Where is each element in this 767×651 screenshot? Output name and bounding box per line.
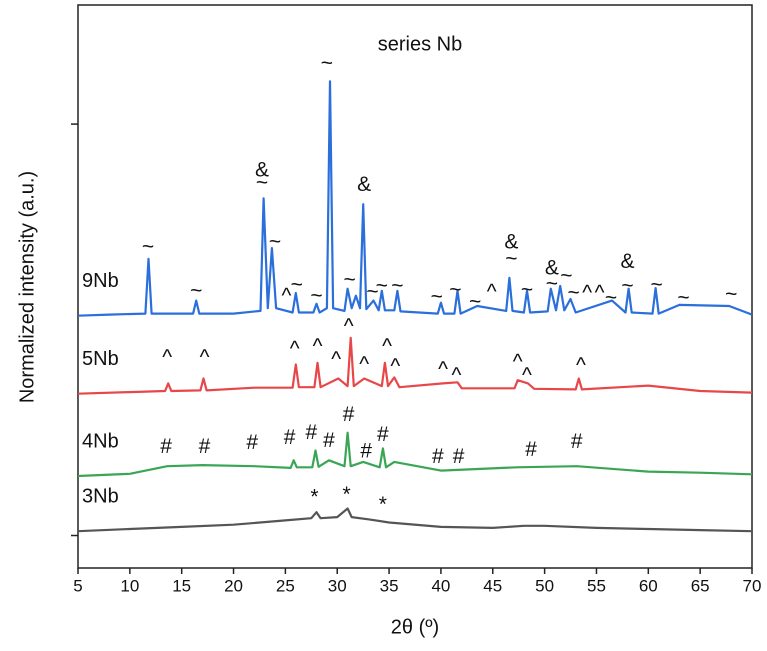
peak-annotation: ^: [344, 315, 354, 338]
series-line: [77, 80, 753, 317]
peak-annotation: ~: [677, 286, 689, 309]
peak-annotation: ^: [359, 353, 369, 376]
peak-annotation: ^: [313, 335, 323, 358]
peak-annotation: #: [432, 445, 444, 468]
chart-title: series Nb: [378, 33, 462, 55]
series-label: 4Nb: [82, 430, 119, 452]
peak-annotation: ~: [142, 236, 154, 259]
peak-annotation: #: [571, 430, 583, 453]
peak-annotation: #: [377, 423, 389, 446]
peak-annotation: ^: [162, 346, 172, 369]
plot-frame: [77, 4, 753, 569]
x-tick-label: 45: [483, 576, 502, 595]
peak-annotation: &: [504, 231, 518, 254]
peak-annotation: #: [246, 431, 258, 454]
peak-annotation: ~: [560, 264, 572, 287]
peak-annotation: ~: [256, 172, 268, 195]
x-tick-label: 65: [691, 576, 710, 595]
peak-annotation: #: [284, 426, 296, 449]
x-tick-label: 35: [380, 576, 399, 595]
peak-annotation: ^: [200, 346, 210, 369]
x-tick-label: 70: [743, 576, 762, 595]
peak-annotation: ^: [290, 337, 300, 360]
x-tick-label: 20: [224, 576, 243, 595]
peak-annotation: ~: [269, 231, 281, 254]
peak-annotation: ~: [605, 286, 617, 309]
peak-annotation: ~: [621, 275, 633, 298]
peak-annotation: &: [357, 173, 371, 196]
x-tick-label: 60: [639, 576, 658, 595]
series-line: [77, 507, 753, 533]
series-label: 3Nb: [82, 485, 119, 507]
peak-annotation: ^: [595, 282, 605, 305]
peak-annotation: #: [453, 445, 465, 468]
peak-annotation: &: [255, 159, 269, 182]
peak-annotation: ^: [582, 282, 592, 305]
x-tick-label: 5: [73, 576, 82, 595]
series-label: 5Nb: [82, 348, 119, 370]
x-tick-label: 10: [120, 576, 139, 595]
peak-annotation: #: [305, 421, 317, 444]
series-line: [77, 431, 753, 478]
peak-annotation: #: [323, 429, 335, 452]
peak-annotation: #: [343, 403, 355, 426]
x-tick-label: 40: [431, 576, 450, 595]
peak-annotation: #: [360, 440, 372, 463]
peak-annotation: ~: [376, 275, 388, 298]
peak-annotation: ^: [390, 355, 400, 378]
peak-annotation: ~: [344, 269, 356, 292]
x-axis-label: 2θ (º): [391, 616, 439, 638]
peak-annotation: ^: [576, 354, 586, 377]
peak-annotation: #: [160, 435, 172, 458]
peak-annotation: ^: [522, 364, 532, 387]
peak-annotation: #: [525, 438, 537, 461]
peak-annotation: ~: [431, 285, 443, 308]
peak-annotation: ~: [650, 274, 662, 297]
peak-annotation: &: [621, 250, 635, 273]
series-label: 9Nb: [82, 270, 119, 292]
peak-annotation: *: [310, 486, 318, 509]
peak-annotation: ^: [438, 358, 448, 381]
peak-annotation: ~: [568, 282, 580, 305]
y-axis-label: Normalized intensity (a.u.): [16, 171, 38, 403]
peak-annotation: ~: [546, 272, 558, 295]
peak-annotation: &: [545, 257, 559, 280]
peak-annotation: ~: [449, 278, 461, 301]
peak-annotation: ^: [513, 350, 523, 373]
peak-annotation: ^: [382, 335, 392, 358]
peak-annotation: ~: [505, 248, 517, 271]
peak-annotation: *: [342, 483, 350, 506]
peak-annotation: ~: [391, 275, 403, 298]
series-line: [77, 336, 753, 395]
peak-annotation: ~: [725, 283, 737, 306]
peak-annotation: #: [199, 435, 211, 458]
peak-annotation: ^: [452, 364, 462, 387]
peak-annotation: ^: [281, 284, 291, 307]
peak-annotation: ~: [190, 279, 202, 302]
peak-annotation: *: [379, 493, 387, 516]
peak-annotation: ~: [310, 284, 322, 307]
peak-annotation: ~: [366, 281, 378, 304]
peak-annotation: ~: [469, 290, 481, 313]
x-tick-label: 15: [172, 576, 191, 595]
peak-annotation: ~: [521, 278, 533, 301]
peak-annotation: ^: [331, 348, 341, 371]
x-tick-label: 30: [328, 576, 347, 595]
x-tick-label: 50: [535, 576, 554, 595]
peak-annotation: ~: [291, 274, 303, 297]
x-tick-label: 25: [276, 576, 295, 595]
peak-annotation: ~: [321, 52, 333, 75]
peak-annotation: ^: [487, 281, 497, 304]
x-tick-label: 55: [587, 576, 606, 595]
